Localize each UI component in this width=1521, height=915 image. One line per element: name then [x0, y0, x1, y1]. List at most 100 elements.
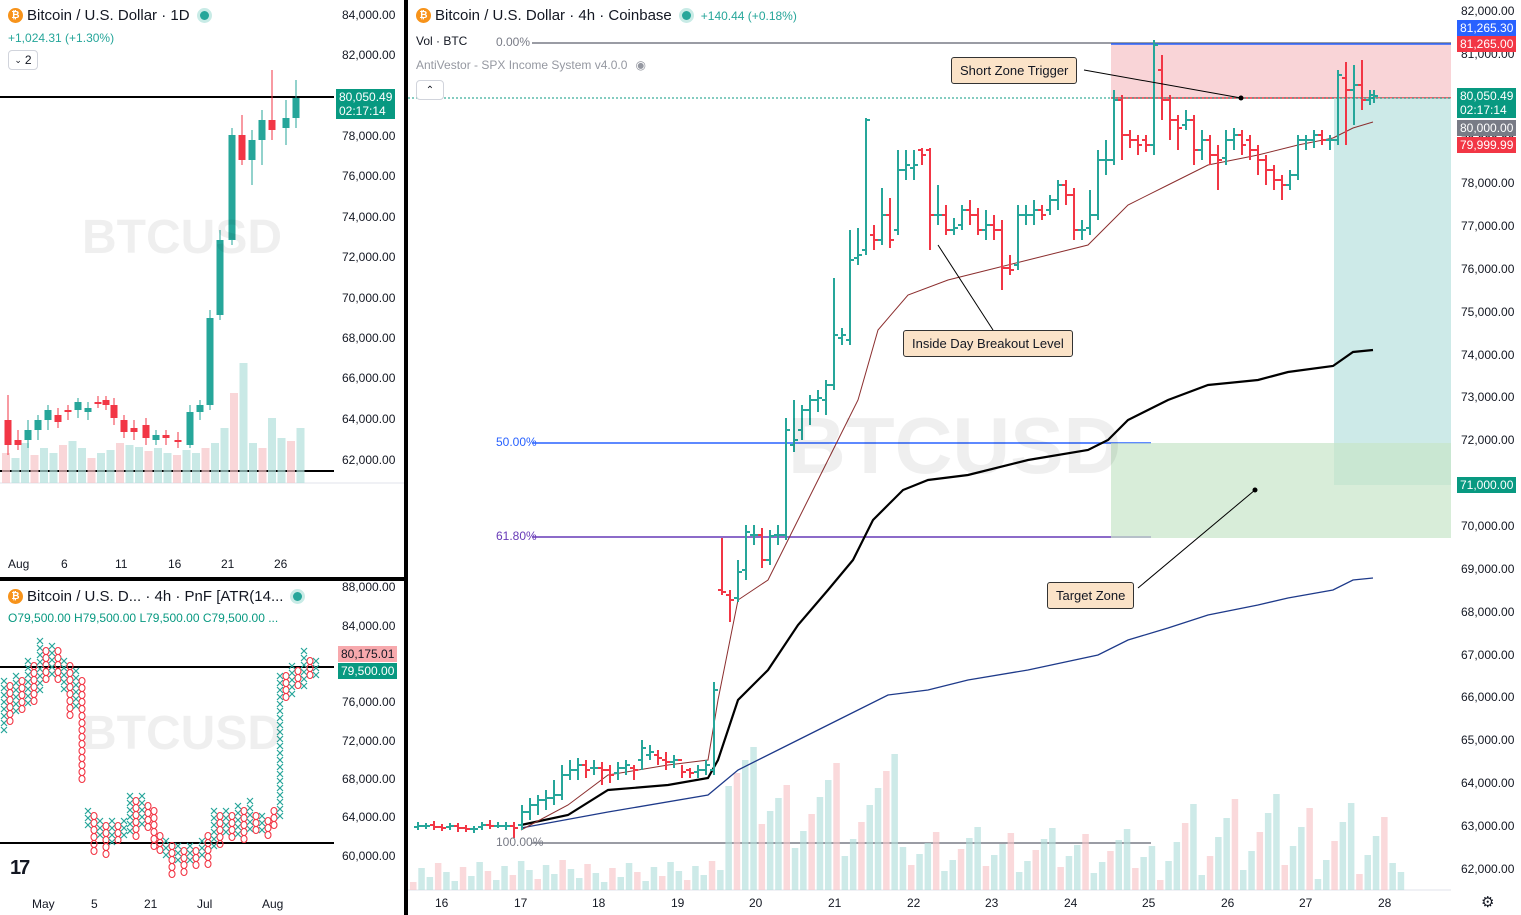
- short-zone-trigger-note[interactable]: Short Zone Trigger: [951, 57, 1078, 84]
- time-tick: 18: [592, 896, 606, 910]
- volume-bar: [833, 763, 840, 890]
- volume-bar: [592, 873, 600, 890]
- volume-bar: [59, 445, 67, 483]
- volume-bar: [211, 443, 219, 483]
- time-tick: 19: [671, 896, 685, 910]
- volume-label[interactable]: Vol · BTC: [416, 34, 468, 48]
- tradingview-logo[interactable]: 17: [10, 857, 30, 879]
- collapse-indicators-button[interactable]: ⌃: [416, 80, 444, 100]
- volume-bar: [484, 871, 492, 890]
- pnf-x-mark: [12, 672, 20, 680]
- pnf-x-mark: [12, 693, 20, 701]
- indicator-label[interactable]: AntiVestor - SPX Income System v4.0.0 ◉: [416, 58, 646, 72]
- volume-bar: [1215, 837, 1222, 890]
- pnf-o-mark: [6, 688, 14, 698]
- pnf-o-mark: [192, 853, 200, 863]
- volume-bar: [1148, 846, 1156, 890]
- volume-bar: [493, 880, 500, 890]
- time-tick: 21: [221, 557, 235, 571]
- volume-bar: [1032, 850, 1039, 890]
- pnf-chart-canvas[interactable]: [0, 581, 404, 915]
- connector-anchor-dot: [1252, 487, 1258, 493]
- volume-bar: [966, 838, 973, 890]
- main-chart-title[interactable]: Bitcoin / U.S. Dollar · 4h · Coinbase: [435, 7, 672, 24]
- volume-bar: [40, 448, 48, 483]
- pnf-o-mark: [228, 825, 236, 835]
- main-chart-canvas[interactable]: [408, 0, 1521, 915]
- inside-day-breakout-note[interactable]: Inside Day Breakout Level: [903, 330, 1073, 357]
- settings-gear-icon[interactable]: ⚙: [1481, 894, 1495, 911]
- daily-chart-pane[interactable]: BTCUSD ₿ Bitcoin / U.S. Dollar · 1D +1,0…: [0, 0, 404, 577]
- pnf-x-mark: [276, 812, 284, 820]
- pnf-chart-title[interactable]: Bitcoin / U.S. D... · 4h · PnF [ATR(14..…: [27, 588, 284, 605]
- time-tick: 26: [1221, 896, 1235, 910]
- chevron-up-icon: ⌃: [425, 84, 435, 96]
- pnf-o-mark: [42, 667, 50, 677]
- pnf-o-mark: [132, 803, 140, 813]
- pnf-x-mark: [12, 679, 20, 687]
- inside-day-note-connector: [937, 244, 994, 331]
- pnf-x-mark: [126, 792, 134, 800]
- pnf-o-mark: [204, 859, 212, 869]
- volume-bar: [941, 871, 948, 890]
- daily-chart-header: ₿ Bitcoin / U.S. Dollar · 1D: [8, 7, 209, 24]
- pnf-x-mark: [312, 671, 320, 679]
- pnf-o-mark: [54, 653, 62, 663]
- volume-bar: [924, 843, 932, 890]
- vertical-divider[interactable]: [404, 0, 408, 915]
- main-chart-pane[interactable]: BTCUSD ₿ Bitcoin / U.S. Dollar · 4h · Co…: [408, 0, 1521, 915]
- volume-bar: [758, 824, 766, 890]
- pnf-o-mark: [66, 682, 74, 692]
- volume-bar: [459, 867, 467, 890]
- pnf-x-mark: [120, 824, 128, 832]
- target-zone-note[interactable]: Target Zone: [1047, 582, 1135, 609]
- volume-bar: [1389, 863, 1396, 890]
- daily-chart-canvas[interactable]: [0, 0, 404, 577]
- pnf-x-mark: [126, 820, 134, 828]
- candle-body: [64, 410, 72, 412]
- pnf-o-mark: [6, 695, 14, 705]
- pnf-x-mark: [48, 649, 56, 657]
- volume-bar: [1289, 846, 1297, 890]
- volume-bar: [287, 441, 295, 483]
- volume-bar: [11, 458, 20, 483]
- volume-bar: [1015, 872, 1023, 890]
- pnf-x-mark: [138, 820, 146, 828]
- time-tick: 11: [115, 557, 128, 571]
- volume-bar: [650, 867, 658, 890]
- pnf-o-mark: [270, 813, 278, 823]
- pnf-x-mark: [108, 824, 116, 832]
- horizontal-divider[interactable]: [0, 577, 404, 581]
- collapse-indicators-button[interactable]: ⌄ 2: [8, 50, 38, 70]
- pnf-chart-pane[interactable]: BTCUSD ₿ Bitcoin / U.S. D... · 4h · PnF …: [0, 581, 404, 915]
- pnf-x-mark: [84, 821, 92, 829]
- pnf-o-mark: [90, 818, 98, 828]
- price-tick: 60,000.00: [342, 849, 396, 863]
- pnf-x-mark: [48, 670, 56, 678]
- pnf-o-mark: [30, 682, 38, 692]
- pnf-o-mark: [90, 825, 98, 835]
- pnf-x-mark: [222, 814, 230, 822]
- volume-bar: [258, 448, 267, 483]
- volume-bar: [192, 453, 200, 483]
- time-tick: 24: [1064, 896, 1078, 910]
- pnf-x-mark: [276, 749, 284, 757]
- eye-off-icon[interactable]: ◉: [635, 58, 646, 72]
- candle-body: [94, 402, 102, 404]
- pnf-o-mark: [294, 666, 302, 676]
- pnf-x-mark: [276, 791, 284, 799]
- time-tick: 16: [435, 896, 449, 910]
- pnf-lower-tag: 79,500.00: [338, 663, 398, 679]
- volume-bar: [974, 827, 981, 890]
- pnf-x-mark: [72, 681, 80, 689]
- price-tick: 84,000.00: [342, 8, 396, 22]
- pnf-x-mark: [174, 849, 182, 857]
- market-open-icon: [681, 11, 691, 20]
- pnf-x-mark: [120, 817, 128, 825]
- daily-chart-title[interactable]: Bitcoin / U.S. Dollar · 1D: [27, 7, 190, 24]
- volume-bar: [434, 863, 442, 890]
- indicator-name: AntiVestor - SPX Income System v4.0.0: [416, 58, 628, 72]
- candle-body: [24, 430, 32, 440]
- pnf-o-mark: [30, 675, 38, 685]
- pnf-x-mark: [108, 831, 116, 839]
